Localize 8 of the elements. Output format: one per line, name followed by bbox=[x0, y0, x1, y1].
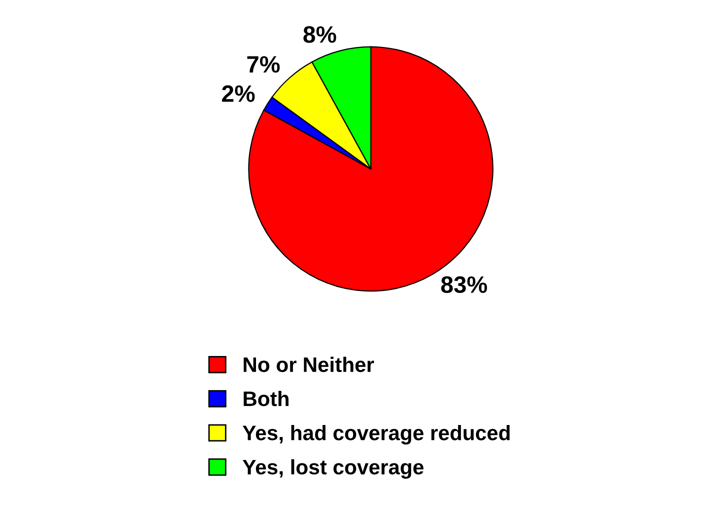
legend-label: Yes, lost coverage bbox=[242, 459, 424, 479]
data-label: 83% bbox=[441, 276, 488, 294]
legend-label: Yes, had coverage reduced bbox=[242, 425, 510, 445]
legend-label: No or Neither bbox=[244, 356, 374, 372]
data-label: 7% bbox=[247, 56, 280, 73]
data-label: 8% bbox=[303, 26, 336, 43]
legend-label: Both bbox=[244, 390, 288, 406]
data-label: 2% bbox=[222, 85, 255, 102]
